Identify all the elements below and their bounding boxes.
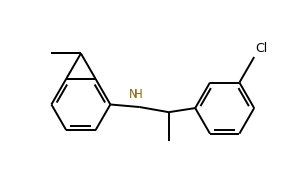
Text: Cl: Cl (256, 42, 268, 55)
Text: H: H (133, 88, 142, 101)
Text: N: N (129, 88, 138, 101)
